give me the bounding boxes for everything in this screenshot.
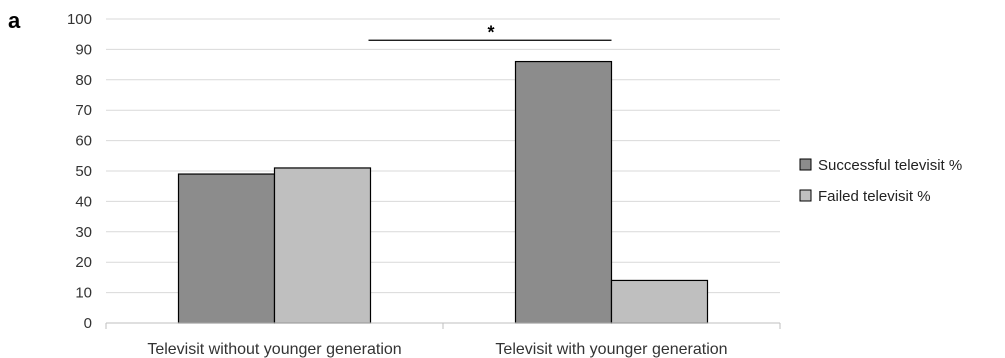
x-category-label: Televisit with younger generation bbox=[495, 341, 727, 358]
panel-letter: a bbox=[8, 8, 21, 33]
legend-swatch bbox=[799, 189, 812, 202]
x-category-label: Televisit without younger generation bbox=[147, 341, 401, 358]
y-tick-label: 90 bbox=[75, 41, 92, 58]
bar-successful-cat0 bbox=[177, 173, 276, 324]
y-tick-label: 70 bbox=[75, 102, 92, 119]
y-tick-label: 30 bbox=[75, 224, 92, 241]
significance-star: * bbox=[487, 22, 494, 42]
bar-failed-cat1 bbox=[610, 279, 709, 324]
y-axis-ticks: 0 10 20 30 40 50 60 70 80 90 100 bbox=[67, 11, 92, 332]
y-tick-label: 40 bbox=[75, 193, 92, 210]
legend-swatch bbox=[799, 158, 812, 171]
y-tick-label: 10 bbox=[75, 285, 92, 302]
y-tick-label: 80 bbox=[75, 72, 92, 89]
bar-failed-cat0 bbox=[273, 167, 372, 324]
y-tick-label: 0 bbox=[84, 315, 92, 332]
legend-label: Successful televisit % bbox=[818, 157, 962, 174]
legend-label: Failed televisit % bbox=[818, 188, 931, 205]
y-tick-label: 50 bbox=[75, 163, 92, 180]
bar-successful-cat1 bbox=[514, 60, 613, 324]
y-tick-label: 100 bbox=[67, 11, 92, 28]
y-tick-label: 60 bbox=[75, 133, 92, 150]
x-axis-categories: Televisit without younger generation Tele… bbox=[105, 323, 781, 358]
y-tick-label: 20 bbox=[75, 254, 92, 271]
bars bbox=[177, 60, 709, 324]
significance-annotation: * bbox=[368, 22, 612, 42]
legend: Successful televisit % Failed televisit % bbox=[799, 157, 962, 205]
